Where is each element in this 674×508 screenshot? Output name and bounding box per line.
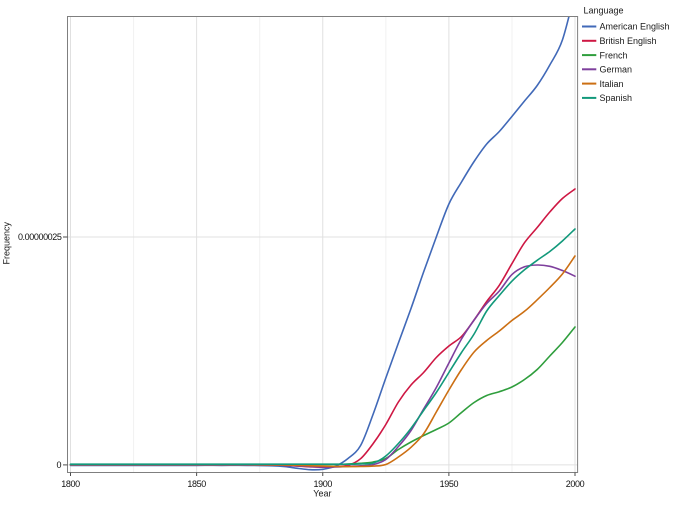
svg-text:1800: 1800: [61, 479, 80, 489]
svg-text:Italian: Italian: [600, 79, 624, 89]
svg-text:Year: Year: [313, 488, 331, 498]
svg-text:2000: 2000: [566, 479, 585, 489]
svg-text:1900: 1900: [314, 479, 333, 489]
svg-text:Language: Language: [584, 6, 624, 16]
svg-text:1850: 1850: [187, 479, 206, 489]
svg-text:0.00000025: 0.00000025: [18, 232, 62, 242]
svg-text:British English: British English: [600, 36, 657, 46]
svg-text:French: French: [600, 50, 628, 60]
svg-text:1950: 1950: [440, 479, 459, 489]
svg-text:0: 0: [56, 460, 61, 470]
svg-text:German: German: [600, 65, 633, 75]
svg-text:American English: American English: [600, 22, 670, 32]
svg-text:Spanish: Spanish: [600, 93, 633, 103]
svg-text:Frequency: Frequency: [2, 221, 12, 264]
